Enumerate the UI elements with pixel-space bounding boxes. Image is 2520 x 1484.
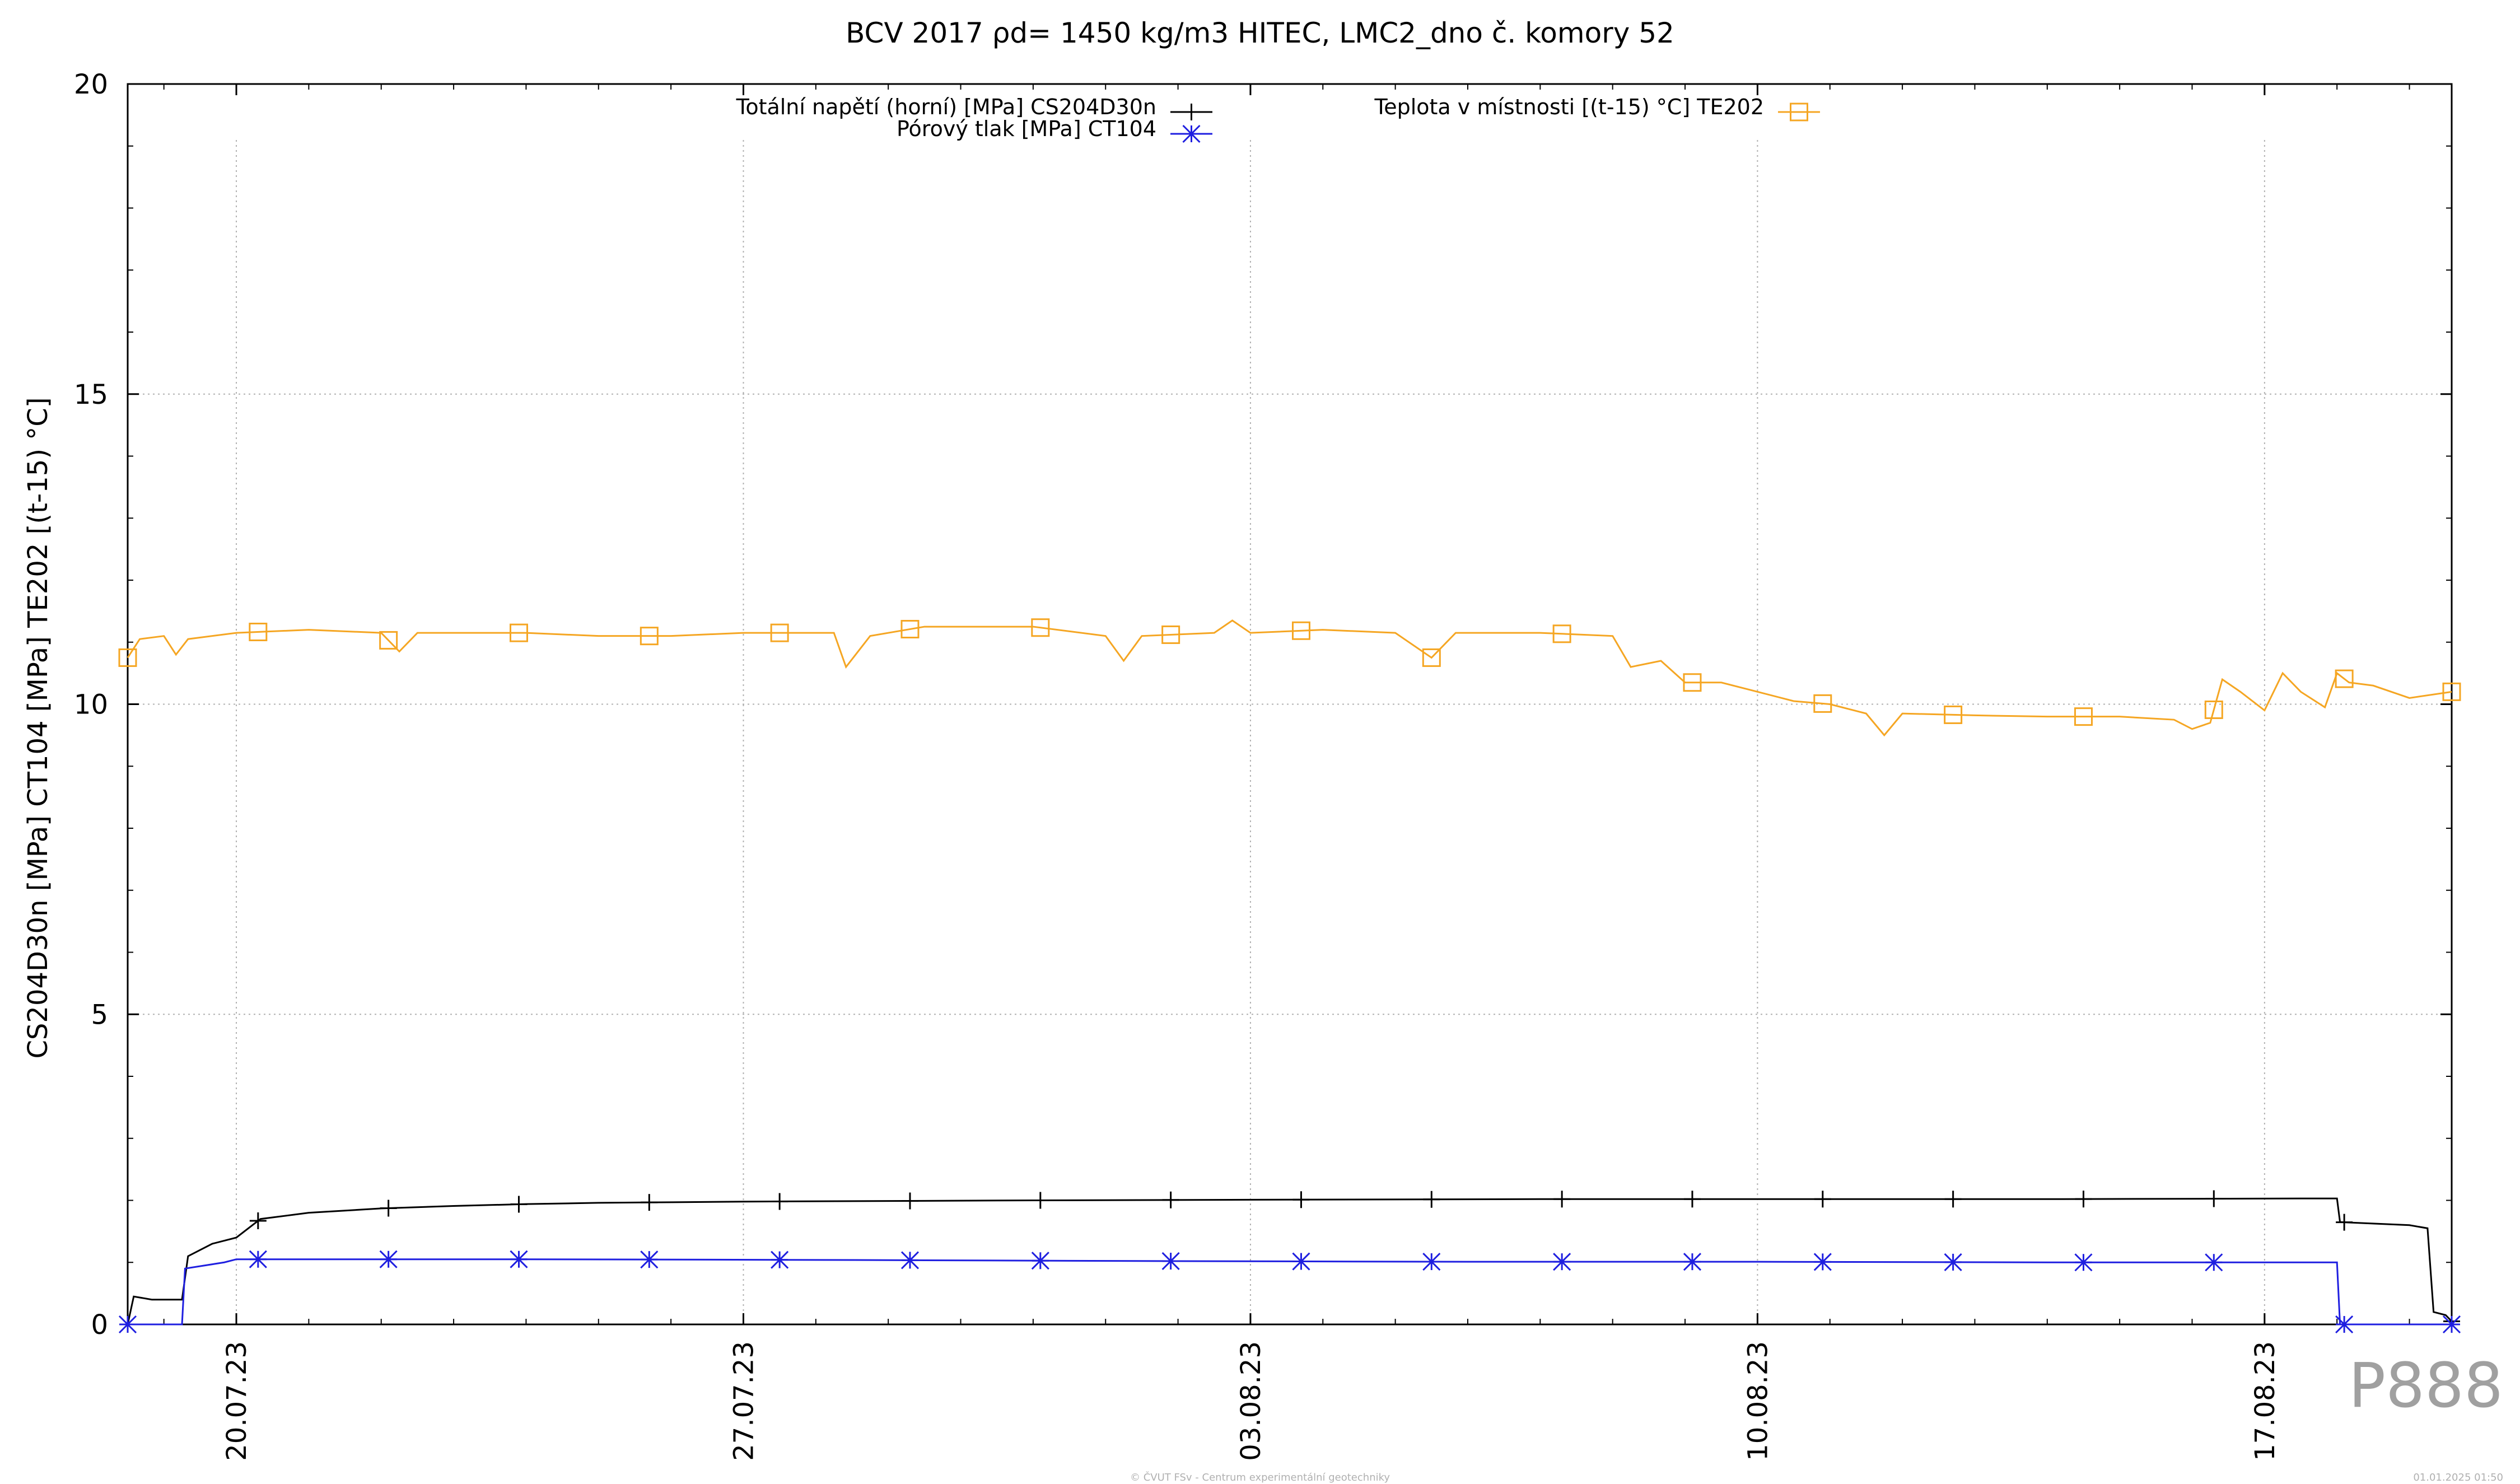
- y-tick-label: 5: [91, 999, 108, 1030]
- watermark: P888: [2348, 1350, 2503, 1421]
- square-marker: [770, 623, 789, 642]
- star-marker: [1161, 1252, 1180, 1271]
- square-marker: [1790, 102, 1808, 122]
- star-marker: [1182, 124, 1201, 143]
- legend-label: Pórový tlak [MPa] CT104: [897, 116, 1156, 141]
- plus-marker: [1814, 1191, 1831, 1208]
- star-marker: [1683, 1253, 1702, 1271]
- star-marker: [1422, 1252, 1441, 1271]
- series-line: [127, 1197, 2453, 1325]
- y-tick-label: 0: [91, 1309, 108, 1341]
- star-marker: [2335, 1315, 2354, 1334]
- plus-marker: [1292, 1191, 1310, 1208]
- star-marker: [379, 1250, 398, 1268]
- square-marker: [1552, 624, 1571, 643]
- series-group: [118, 618, 2461, 1334]
- x-tick-label: 27.07.23: [728, 1341, 759, 1461]
- series-line: [128, 1258, 2452, 1326]
- legend: Totální napětí (horní) [MPa] CS204D30nPó…: [736, 95, 1820, 143]
- square-marker: [1683, 673, 1702, 692]
- plus-marker: [1944, 1191, 1962, 1208]
- plus-marker: [249, 1212, 267, 1230]
- x-tick-label: 17.08.23: [2250, 1341, 2281, 1461]
- star-marker: [900, 1251, 920, 1270]
- star-marker: [2205, 1253, 2223, 1272]
- chart-title: BCV 2017 ρd= 1450 kg/m3 HITEC, LMC2_dno …: [846, 17, 1674, 49]
- square-marker: [379, 631, 398, 650]
- y-tick-label: 20: [74, 69, 108, 100]
- square-marker: [1291, 621, 1310, 640]
- star-marker: [1031, 1252, 1049, 1270]
- copyright-note: © ČVUT FSv - Centrum experimentální geot…: [1130, 1472, 1390, 1483]
- square-marker: [509, 623, 528, 642]
- series-1: [118, 1250, 2461, 1334]
- plus-marker: [2075, 1191, 2092, 1208]
- grid-lines: [128, 140, 2452, 1324]
- square-marker: [1944, 705, 1963, 724]
- plus-marker: [901, 1192, 918, 1210]
- plus-marker: [1683, 1191, 1701, 1208]
- star-marker: [640, 1250, 659, 1269]
- y-axis-label: CS204D30n [MPa] CT104 [MPa] TE202 [(t-15…: [22, 397, 54, 1059]
- x-tick-label: 03.08.23: [1235, 1341, 1267, 1461]
- square-marker: [1031, 618, 1050, 637]
- series-2: [118, 618, 2461, 737]
- star-marker: [1553, 1253, 1571, 1271]
- star-marker: [1292, 1252, 1310, 1271]
- series-line: [127, 619, 2452, 737]
- star-marker: [1813, 1253, 1832, 1271]
- star-marker: [249, 1250, 267, 1268]
- square-marker: [900, 619, 920, 638]
- square-marker: [640, 627, 659, 646]
- plus-marker: [1423, 1191, 1440, 1208]
- square-marker: [1422, 648, 1441, 667]
- square-marker: [2204, 700, 2223, 719]
- star-marker: [2074, 1253, 2093, 1272]
- star-marker: [1944, 1253, 1962, 1271]
- star-marker: [771, 1250, 789, 1269]
- plus-marker: [641, 1194, 658, 1211]
- plus-marker: [2205, 1190, 2223, 1207]
- square-marker: [249, 622, 268, 641]
- plus-marker: [2336, 1214, 2353, 1231]
- square-marker: [1161, 625, 1180, 644]
- x-tick-label: 10.08.23: [1742, 1341, 1774, 1461]
- square-marker: [118, 648, 137, 667]
- plus-marker: [1553, 1191, 1571, 1208]
- legend-label: Totální napětí (horní) [MPa] CS204D30n: [736, 95, 1156, 119]
- plus-marker: [1032, 1192, 1049, 1209]
- square-marker: [2074, 707, 2093, 726]
- legend-label: Teplota v místnosti [(t-15) °C] TE202: [1374, 95, 1764, 119]
- plus-marker: [380, 1200, 397, 1217]
- plus-marker: [1183, 104, 1200, 120]
- x-tick-label: 20.07.23: [221, 1341, 253, 1461]
- y-tick-label: 10: [74, 689, 108, 721]
- star-marker: [510, 1250, 528, 1268]
- series-0: [119, 1190, 2460, 1333]
- square-marker: [2442, 682, 2461, 701]
- timestamp: 01.01.2025 01:50: [2413, 1472, 2503, 1483]
- star-marker: [118, 1315, 137, 1334]
- star-marker: [2442, 1315, 2461, 1334]
- axis-ticks: 0 5 10 15 20 20.07.23 27.07.23 03.08.23 10.08.23…: [74, 69, 2452, 1461]
- square-marker: [1813, 694, 1832, 713]
- plus-marker: [510, 1196, 528, 1213]
- square-marker: [2335, 669, 2354, 688]
- plus-marker: [771, 1193, 788, 1210]
- plus-marker: [1162, 1191, 1179, 1208]
- y-tick-label: 15: [74, 379, 108, 410]
